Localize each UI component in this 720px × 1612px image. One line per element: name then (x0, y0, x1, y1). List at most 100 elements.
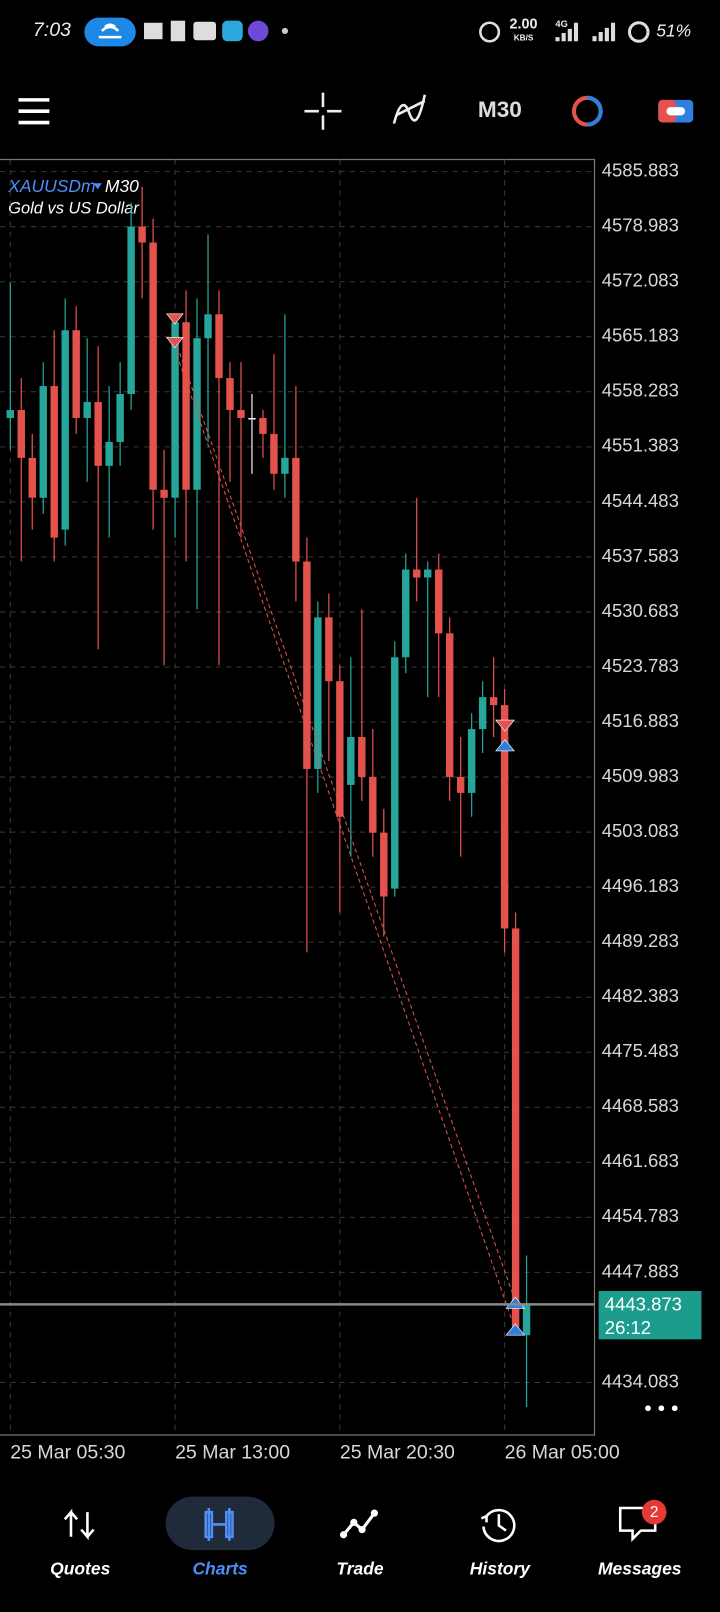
nav-label[interactable]: Charts (192, 1558, 248, 1578)
symbol-dropdown[interactable] (93, 183, 102, 190)
x-tick-label: 26 Mar 05:00 (505, 1442, 620, 1464)
candle-body (149, 242, 157, 490)
clock-button-part (587, 95, 603, 127)
trade-icon-dot (370, 1509, 378, 1517)
y-tick-label: 4523.783 (602, 655, 679, 676)
buy-arrow (495, 739, 526, 1336)
y-tick-label: 4475.483 (602, 1040, 679, 1061)
candle-body (489, 697, 498, 706)
candle-body (83, 402, 91, 418)
candle-body (511, 928, 520, 1328)
candle-body (270, 433, 278, 474)
candle-body (467, 729, 476, 793)
candle-body (456, 776, 465, 793)
app-icon (247, 20, 269, 42)
candle-body (358, 737, 366, 777)
toolbar: M30 (18, 92, 694, 130)
candle-body (369, 776, 377, 833)
alarm-icon (479, 21, 501, 43)
y-tick-label: 4551.383 (602, 435, 679, 456)
current-price-box (598, 1291, 702, 1340)
battery-level: 51% (656, 21, 691, 41)
candle-body (391, 657, 399, 889)
chart-frame (0, 158, 596, 1436)
bottom-nav: 2 Quotes Charts Trade History Messages (50, 1496, 682, 1578)
candle-body (380, 832, 388, 897)
candle-body (237, 410, 245, 418)
badge (641, 1499, 667, 1525)
net-speed: 2.00 (510, 17, 538, 33)
candle-body (215, 314, 223, 379)
candle-body (500, 705, 509, 929)
app-icon (222, 20, 243, 42)
trade-icon-dot (339, 1531, 348, 1539)
candle-body (39, 386, 47, 498)
candle-body (127, 226, 135, 395)
candle-body (28, 457, 36, 498)
y-tick-label: 4572.083 (602, 270, 679, 291)
clock: 7:03 (33, 19, 71, 41)
indicators-button[interactable] (392, 94, 427, 124)
trade-line (174, 339, 515, 1328)
candle-body (171, 322, 179, 498)
symbol: XAUUSDm (7, 176, 95, 196)
battery-icon (627, 21, 650, 43)
candle-body (94, 402, 102, 466)
candle-body (182, 322, 190, 490)
candle-body (314, 617, 322, 769)
y-tick-label: 4461.683 (602, 1150, 679, 1171)
candle-body (303, 561, 311, 769)
network-type: 4G (555, 19, 567, 29)
y-tick-label: 4530.683 (602, 600, 679, 621)
candle-body (259, 417, 267, 434)
nav-label[interactable]: History (470, 1558, 531, 1578)
quotes-icon[interactable] (63, 1508, 95, 1541)
candle-body (478, 697, 487, 730)
more-dot[interactable] (645, 1405, 651, 1412)
y-tick-label: 4578.983 (602, 215, 679, 236)
candle-body (193, 338, 201, 490)
candle-body (72, 330, 80, 418)
y-tick-label: 4489.283 (602, 930, 679, 951)
history-icon[interactable] (480, 1508, 516, 1543)
charts-icon[interactable] (204, 1507, 234, 1541)
candle-body (17, 410, 25, 458)
y-tick-label: 4585.883 (602, 160, 679, 181)
bar-countdown: 26:12 (605, 1317, 651, 1338)
badge-count: 2 (650, 1504, 659, 1521)
candle-body (281, 457, 289, 474)
candle-body (347, 737, 355, 785)
candle-body (445, 633, 454, 777)
hotspot-icon (84, 17, 136, 47)
y-tick-label: 4496.183 (602, 875, 679, 896)
y-tick-label: 4482.383 (602, 985, 679, 1006)
y-tick-label: 4544.483 (602, 490, 679, 511)
candle-body (522, 1303, 531, 1336)
x-tick-label: 25 Mar 05:30 (10, 1442, 125, 1464)
candle-body (160, 489, 168, 498)
candle-body (50, 386, 58, 538)
nav-label[interactable]: Messages (598, 1558, 682, 1578)
trade-icon[interactable] (342, 1512, 376, 1536)
app-icon (170, 20, 186, 42)
current-price-label: 4443.873 (605, 1293, 682, 1314)
y-tick-label: 4558.283 (602, 380, 679, 401)
x-tick-label: 25 Mar 20:30 (340, 1442, 455, 1464)
nav-label[interactable]: Quotes (50, 1558, 110, 1578)
chart: XAUUSDm M30 Gold vs US Dollar 4434.083 44… (0, 158, 702, 1464)
net-speed-unit: KB/S (514, 33, 534, 42)
timeframe-button[interactable]: M30 (478, 97, 522, 122)
y-tick-label: 4509.983 (602, 765, 679, 786)
symbol-description: Gold vs US Dollar (8, 199, 140, 217)
hotspot-glyph (98, 23, 122, 39)
signal-icon (555, 22, 616, 42)
chart-timeframe: M30 (105, 176, 139, 196)
menu-button[interactable] (18, 98, 50, 125)
crosshair-button[interactable] (304, 92, 342, 130)
nav-label[interactable]: Trade (336, 1558, 384, 1578)
candle-body (292, 457, 300, 562)
app-icon (193, 21, 216, 41)
candle-body (336, 681, 344, 817)
